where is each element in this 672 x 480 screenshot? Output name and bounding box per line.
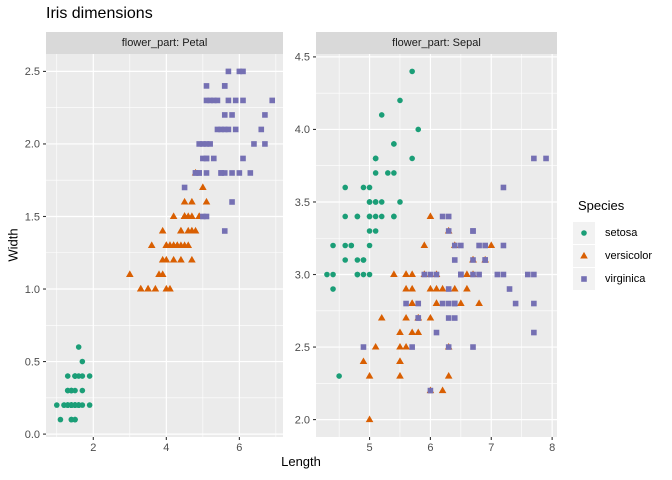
legend-item-versicolor: versicolor [573, 245, 652, 267]
facet-strip-sepal-label: flower_part: Sepal [392, 37, 481, 49]
legend: Species setosa versicolor virginica [573, 198, 652, 290]
y-tick-label: 3.0 [295, 269, 310, 281]
facet-panel-sepal: 5 6 7 8 2.0 2.5 3.0 3.5 4.0 4.5 [295, 52, 557, 454]
facet-strip-petal-label: flower_part: Petal [121, 37, 208, 49]
legend-item-virginica: virginica [573, 268, 652, 290]
series-versicolor [126, 168, 211, 292]
panel-background [316, 54, 557, 437]
y-tick-label: 1.5 [25, 211, 40, 223]
x-axis-title: Length [281, 454, 321, 469]
series-setosa [324, 68, 422, 379]
x-tick-label: 7 [488, 442, 494, 454]
legend-key-square-icon [573, 268, 595, 290]
x-tick-label: 6 [427, 442, 433, 454]
facet-strip-petal: flower_part: Petal [46, 32, 283, 54]
gridlines-minor [46, 54, 283, 437]
series-virginica [181, 68, 276, 234]
legend-label: setosa [605, 227, 638, 239]
y-tick-label: 0.5 [25, 356, 40, 368]
legend-items: setosa versicolor virginica [573, 222, 652, 290]
y-tick-label: 4.5 [295, 52, 310, 64]
series-setosa [53, 344, 93, 423]
y-tick-label: 1.0 [25, 284, 40, 296]
x-tick-label: 5 [366, 442, 372, 454]
y-tick-label: 2.0 [25, 139, 40, 151]
x-tick-label: 6 [236, 442, 242, 454]
legend-label: virginica [605, 273, 646, 285]
y-tick-label: 2.5 [295, 342, 310, 354]
y-tick-label: 3.5 [295, 197, 310, 209]
axis-tick-marks [313, 56, 553, 440]
legend-label: versicolor [605, 250, 653, 262]
legend-key-circle-icon [573, 222, 595, 244]
axis-tick-marks [43, 70, 240, 440]
legend-title: Species [578, 198, 625, 213]
legend-key-triangle-icon [573, 245, 595, 267]
axis-tick-labels: 5 6 7 8 2.0 2.5 3.0 3.5 4.0 4.5 [295, 52, 555, 454]
facet-strip-sepal: flower_part: Sepal [316, 32, 557, 54]
facet-panel-petal: 2 4 6 0.0 0.5 1.0 1.5 2.0 2.5 [25, 54, 283, 454]
x-tick-label: 8 [549, 442, 555, 454]
y-tick-label: 0.0 [25, 429, 40, 441]
x-tick-label: 2 [90, 442, 96, 454]
y-tick-label: 2.5 [25, 66, 40, 78]
y-tick-label: 4.0 [295, 124, 310, 136]
axis-tick-labels: 2 4 6 0.0 0.5 1.0 1.5 2.0 2.5 [25, 66, 243, 454]
plot-title: Iris dimensions [46, 5, 153, 22]
y-tick-label: 2.0 [295, 414, 310, 426]
x-tick-label: 4 [163, 442, 169, 454]
legend-item-setosa: setosa [573, 222, 652, 244]
series-virginica [360, 155, 549, 394]
y-axis-title: Width [5, 228, 21, 262]
